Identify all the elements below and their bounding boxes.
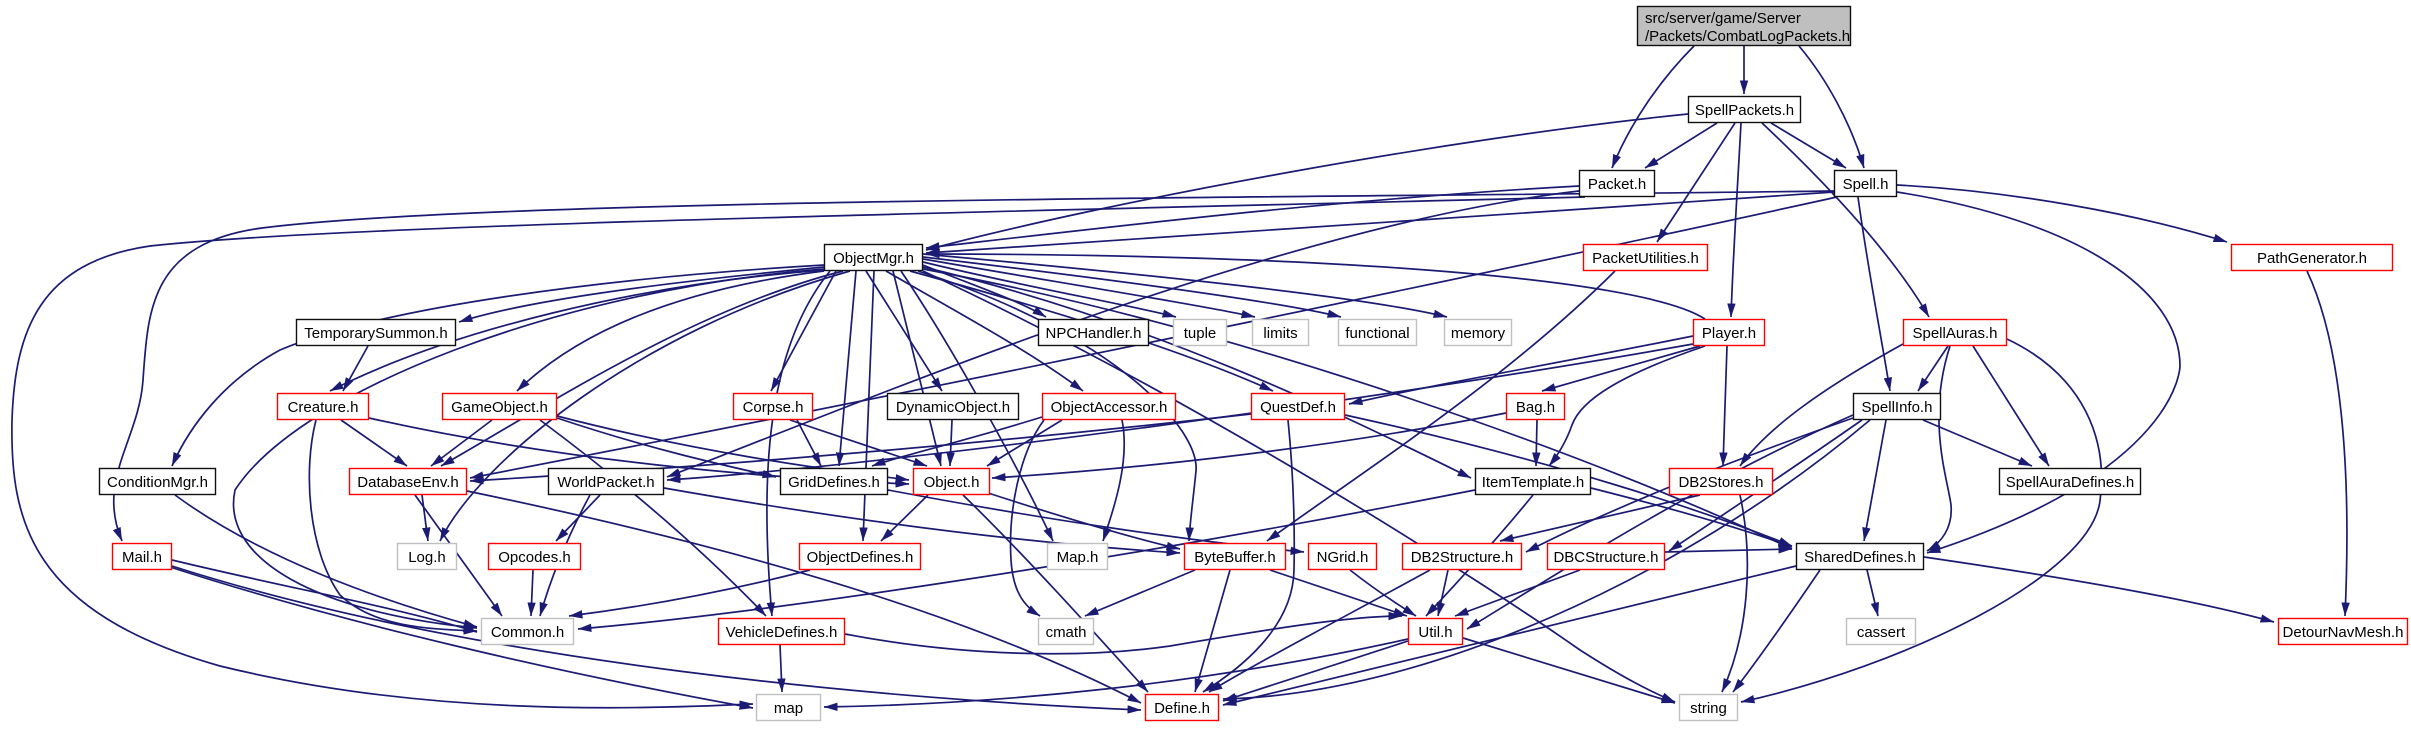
- svg-text:Object.h: Object.h: [924, 474, 980, 491]
- svg-text:string: string: [1690, 700, 1727, 717]
- svg-text:functional: functional: [1345, 325, 1409, 342]
- svg-text:Opcodes.h: Opcodes.h: [498, 549, 571, 566]
- svg-text:WorldPacket.h: WorldPacket.h: [557, 474, 654, 491]
- svg-text:TemporarySummon.h: TemporarySummon.h: [304, 325, 447, 342]
- svg-text:memory: memory: [1451, 325, 1506, 342]
- svg-text:/Packets/CombatLogPackets.h: /Packets/CombatLogPackets.h: [1645, 28, 1850, 45]
- svg-text:DB2Stores.h: DB2Stores.h: [1678, 474, 1763, 491]
- svg-text:ObjectDefines.h: ObjectDefines.h: [807, 549, 914, 566]
- svg-text:Map.h: Map.h: [1057, 549, 1099, 566]
- svg-text:SharedDefines.h: SharedDefines.h: [1804, 549, 1916, 566]
- svg-text:SpellAuras.h: SpellAuras.h: [1912, 325, 1997, 342]
- svg-text:map: map: [774, 700, 803, 717]
- svg-text:SpellPackets.h: SpellPackets.h: [1695, 102, 1794, 119]
- svg-text:VehicleDefines.h: VehicleDefines.h: [726, 624, 838, 641]
- svg-text:tuple: tuple: [1184, 325, 1217, 342]
- svg-text:ConditionMgr.h: ConditionMgr.h: [107, 474, 208, 491]
- svg-text:DatabaseEnv.h: DatabaseEnv.h: [357, 474, 458, 491]
- svg-text:ObjectAccessor.h: ObjectAccessor.h: [1051, 399, 1168, 416]
- svg-text:ItemTemplate.h: ItemTemplate.h: [1482, 474, 1585, 491]
- svg-text:Bag.h: Bag.h: [1516, 399, 1555, 416]
- svg-text:Define.h: Define.h: [1154, 700, 1210, 717]
- svg-text:ObjectMgr.h: ObjectMgr.h: [833, 250, 914, 267]
- svg-text:DB2Structure.h: DB2Structure.h: [1411, 549, 1514, 566]
- svg-text:PathGenerator.h: PathGenerator.h: [2257, 250, 2367, 267]
- svg-text:Corpse.h: Corpse.h: [743, 399, 804, 416]
- svg-text:SpellInfo.h: SpellInfo.h: [1862, 399, 1933, 416]
- svg-text:Common.h: Common.h: [491, 624, 564, 641]
- svg-text:cmath: cmath: [1046, 624, 1087, 641]
- svg-text:DBCStructure.h: DBCStructure.h: [1553, 549, 1658, 566]
- svg-text:Creature.h: Creature.h: [288, 399, 359, 416]
- svg-text:NPCHandler.h: NPCHandler.h: [1046, 325, 1142, 342]
- svg-text:DetourNavMesh.h: DetourNavMesh.h: [2283, 624, 2404, 641]
- svg-text:SpellAuraDefines.h: SpellAuraDefines.h: [2006, 474, 2134, 491]
- svg-text:Player.h: Player.h: [1702, 325, 1756, 342]
- svg-text:limits: limits: [1263, 325, 1297, 342]
- svg-text:Log.h: Log.h: [408, 549, 446, 566]
- svg-text:GameObject.h: GameObject.h: [451, 399, 548, 416]
- svg-text:src/server/game/Server: src/server/game/Server: [1645, 10, 1801, 27]
- svg-text:PacketUtilities.h: PacketUtilities.h: [1592, 250, 1699, 267]
- svg-text:Packet.h: Packet.h: [1588, 176, 1646, 193]
- svg-text:DynamicObject.h: DynamicObject.h: [896, 399, 1010, 416]
- svg-text:QuestDef.h: QuestDef.h: [1260, 399, 1336, 416]
- svg-text:cassert: cassert: [1857, 624, 1906, 641]
- svg-text:Spell.h: Spell.h: [1843, 176, 1889, 193]
- svg-text:ByteBuffer.h: ByteBuffer.h: [1194, 549, 1275, 566]
- svg-text:NGrid.h: NGrid.h: [1317, 549, 1369, 566]
- svg-text:Mail.h: Mail.h: [122, 549, 162, 566]
- svg-text:Util.h: Util.h: [1418, 624, 1452, 641]
- svg-text:GridDefines.h: GridDefines.h: [788, 474, 880, 491]
